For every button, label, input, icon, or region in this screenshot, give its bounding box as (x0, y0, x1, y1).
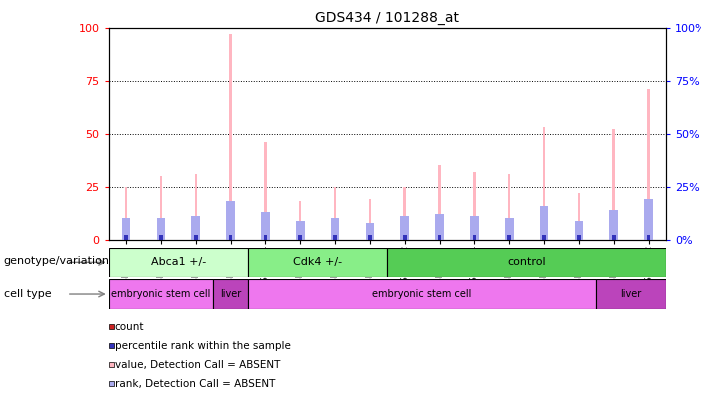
Bar (368, 235, 372, 240)
Bar (387, 248, 666, 277)
Text: rank, Detection Call = ABSENT: rank, Detection Call = ABSENT (114, 379, 275, 389)
Text: control: control (508, 257, 546, 267)
Bar (578, 193, 580, 240)
Bar (194, 235, 198, 240)
Bar (226, 202, 235, 240)
Bar (229, 34, 232, 240)
Bar (542, 235, 546, 240)
Bar (296, 221, 304, 240)
Bar (229, 235, 233, 240)
Bar (229, 235, 233, 240)
Bar (435, 214, 444, 240)
Text: liver: liver (620, 289, 641, 299)
Bar (191, 216, 200, 240)
Bar (160, 176, 162, 240)
Bar (647, 235, 651, 240)
Bar (264, 235, 267, 240)
Text: Cdk4 +/-: Cdk4 +/- (293, 257, 342, 267)
Bar (543, 127, 545, 240)
Bar (508, 174, 510, 240)
Bar (334, 187, 336, 240)
Bar (508, 235, 511, 240)
Bar (437, 235, 442, 240)
Text: embryonic stem cell: embryonic stem cell (372, 289, 472, 299)
Bar (470, 216, 479, 240)
Bar (264, 235, 267, 240)
Bar (647, 235, 651, 240)
Bar (264, 142, 266, 240)
Bar (159, 235, 163, 240)
Bar (508, 235, 511, 240)
Bar (299, 235, 302, 240)
Text: count: count (114, 322, 144, 332)
Bar (473, 172, 475, 240)
Bar (472, 235, 476, 240)
Bar (403, 235, 407, 240)
Bar (333, 235, 337, 240)
Bar (505, 218, 514, 240)
Bar (644, 199, 653, 240)
Bar (299, 235, 302, 240)
Bar (333, 235, 337, 240)
Bar (194, 235, 198, 240)
Bar (159, 235, 163, 240)
Bar (122, 218, 130, 240)
Bar (577, 235, 580, 240)
Bar (612, 235, 615, 240)
Bar (575, 221, 583, 240)
Bar (647, 89, 650, 240)
Bar (124, 235, 128, 240)
Text: Abca1 +/-: Abca1 +/- (151, 257, 206, 267)
Bar (194, 174, 197, 240)
Bar (609, 210, 618, 240)
Bar (365, 223, 374, 240)
Bar (577, 235, 580, 240)
Bar (540, 206, 548, 240)
Bar (612, 235, 615, 240)
Bar (400, 216, 409, 240)
Text: value, Detection Call = ABSENT: value, Detection Call = ABSENT (114, 360, 280, 370)
Bar (472, 235, 476, 240)
Text: genotype/variation: genotype/variation (4, 256, 109, 267)
Bar (438, 166, 441, 240)
Bar (156, 218, 165, 240)
Text: cell type: cell type (4, 289, 51, 299)
Bar (248, 248, 387, 277)
Bar (109, 248, 248, 277)
Text: liver: liver (220, 289, 241, 299)
Bar (248, 279, 597, 309)
Bar (404, 187, 406, 240)
Bar (213, 279, 248, 309)
Bar (542, 235, 546, 240)
Bar (299, 202, 301, 240)
Bar (368, 235, 372, 240)
Bar (613, 129, 615, 240)
Bar (437, 235, 442, 240)
Bar (597, 279, 666, 309)
Bar (403, 235, 407, 240)
Text: percentile rank within the sample: percentile rank within the sample (114, 341, 290, 351)
Text: embryonic stem cell: embryonic stem cell (111, 289, 210, 299)
Bar (331, 218, 339, 240)
Bar (261, 212, 270, 240)
Title: GDS434 / 101288_at: GDS434 / 101288_at (315, 11, 459, 25)
Bar (124, 235, 128, 240)
Bar (369, 199, 371, 240)
Bar (125, 187, 128, 240)
Bar (109, 279, 213, 309)
